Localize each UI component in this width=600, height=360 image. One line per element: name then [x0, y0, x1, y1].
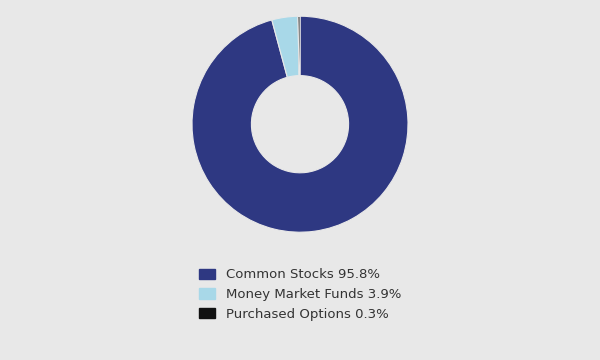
Wedge shape — [298, 16, 300, 76]
Wedge shape — [192, 16, 408, 232]
Wedge shape — [272, 16, 299, 77]
Legend: Common Stocks 95.8%, Money Market Funds 3.9%, Purchased Options 0.3%: Common Stocks 95.8%, Money Market Funds … — [195, 265, 405, 325]
